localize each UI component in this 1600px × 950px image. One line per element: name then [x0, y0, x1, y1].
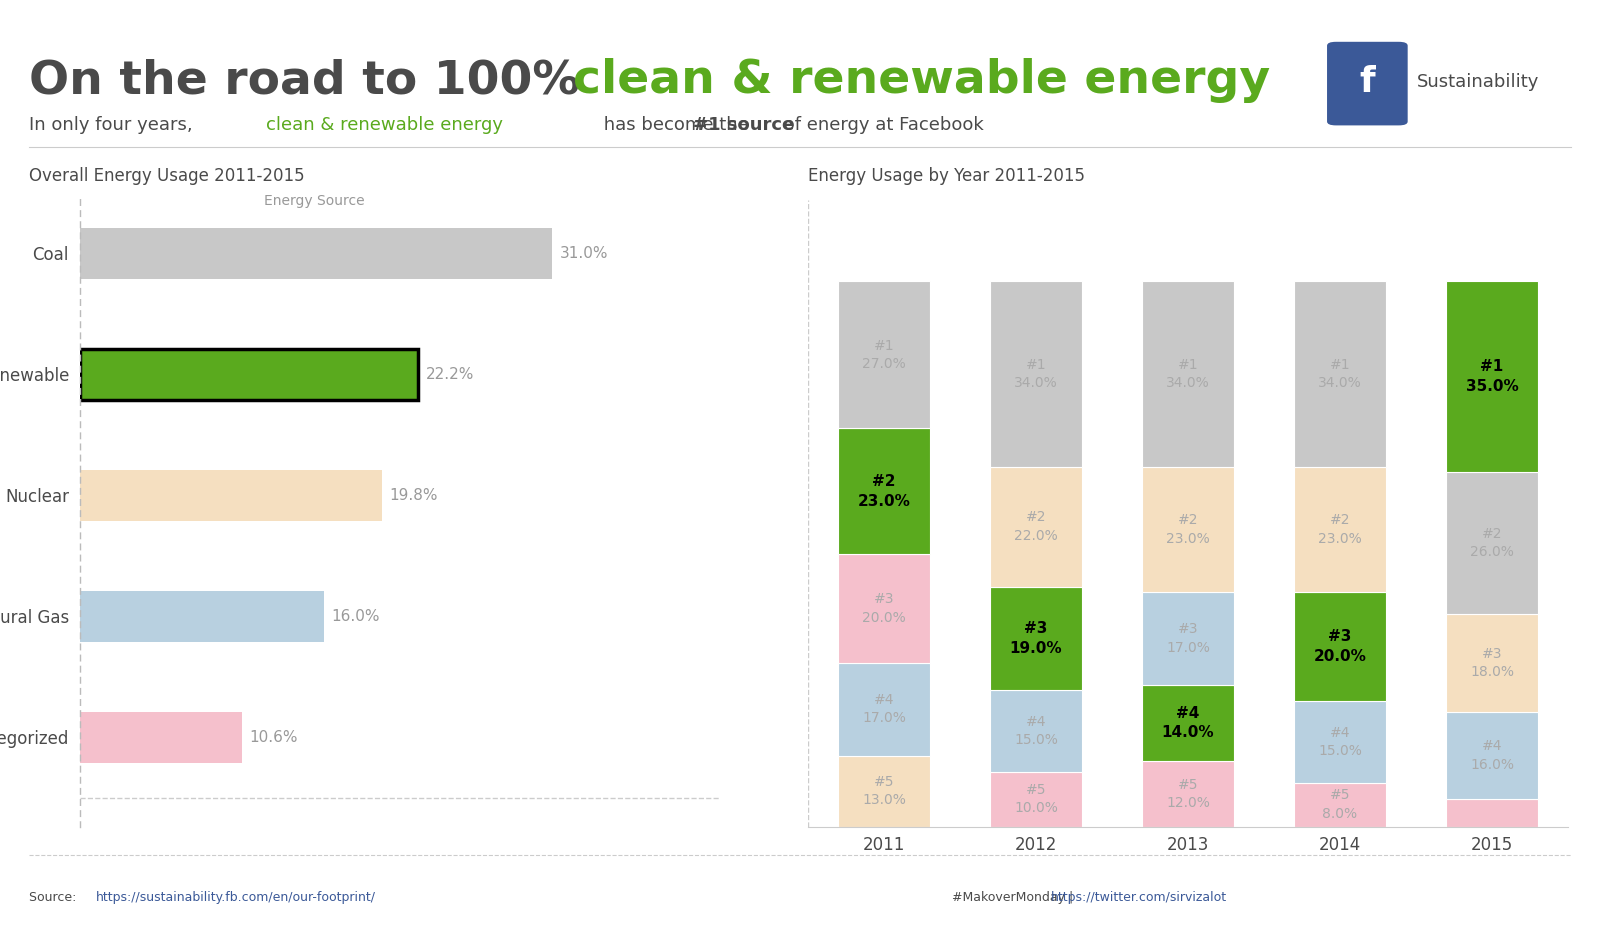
Text: #2
26.0%: #2 26.0% — [1470, 527, 1514, 560]
Bar — [1446, 712, 1538, 799]
Bar — [1142, 761, 1234, 826]
Bar — [838, 663, 930, 755]
Bar — [1142, 685, 1234, 761]
Text: #1
34.0%: #1 34.0% — [1166, 358, 1210, 390]
Text: https://sustainability.fb.com/en/our-footprint/: https://sustainability.fb.com/en/our-foo… — [96, 891, 376, 904]
Bar — [1142, 466, 1234, 592]
Text: of energy at Facebook: of energy at Facebook — [778, 117, 984, 134]
Bar — [990, 691, 1082, 772]
Text: Energy Usage by Year 2011-2015: Energy Usage by Year 2011-2015 — [808, 167, 1085, 184]
Text: #1
35.0%: #1 35.0% — [1466, 359, 1518, 394]
Text: #2
23.0%: #2 23.0% — [1166, 513, 1210, 545]
Bar — [1446, 614, 1538, 712]
Text: #2
23.0%: #2 23.0% — [858, 474, 910, 508]
Text: clean & renewable energy: clean & renewable energy — [266, 117, 502, 134]
Text: #1
34.0%: #1 34.0% — [1014, 358, 1058, 390]
Bar — [1446, 799, 1538, 826]
Text: https://twitter.com/sirvizalot: https://twitter.com/sirvizalot — [1051, 891, 1227, 904]
Text: #5
12.0%: #5 12.0% — [1166, 778, 1210, 810]
Text: On the road to 100%: On the road to 100% — [29, 58, 597, 104]
Text: #3
20.0%: #3 20.0% — [1314, 629, 1366, 664]
Bar — [1294, 466, 1386, 592]
Text: 16.0%: 16.0% — [331, 609, 379, 624]
Bar — [1142, 281, 1234, 466]
Bar — [838, 281, 930, 428]
Text: f: f — [1360, 65, 1376, 99]
Text: #4
15.0%: #4 15.0% — [1014, 715, 1058, 748]
Bar — [1294, 783, 1386, 826]
Text: 31.0%: 31.0% — [560, 246, 608, 261]
Text: Energy Source: Energy Source — [264, 195, 365, 208]
Bar — [80, 591, 323, 642]
Text: #3
18.0%: #3 18.0% — [1470, 647, 1514, 679]
Text: Overall Energy Usage 2011-2015: Overall Energy Usage 2011-2015 — [29, 167, 304, 184]
Text: #4
14.0%: #4 14.0% — [1162, 706, 1214, 740]
Text: Source:: Source: — [29, 891, 80, 904]
Bar — [838, 554, 930, 663]
Bar — [1446, 281, 1538, 472]
Bar — [1294, 281, 1386, 466]
Bar — [1294, 592, 1386, 701]
Text: #1
27.0%: #1 27.0% — [862, 339, 906, 371]
Bar — [838, 755, 930, 826]
Text: #4
17.0%: #4 17.0% — [862, 694, 906, 726]
Bar — [1142, 592, 1234, 685]
Text: Sustainability: Sustainability — [1416, 73, 1539, 90]
Text: #1 source: #1 source — [693, 117, 794, 134]
Bar — [80, 712, 242, 763]
Text: #3
17.0%: #3 17.0% — [1166, 622, 1210, 655]
Bar — [80, 228, 552, 279]
Text: #3
19.0%: #3 19.0% — [1010, 621, 1062, 656]
Text: 22.2%: 22.2% — [426, 367, 474, 382]
Text: #4
16.0%: #4 16.0% — [1470, 739, 1514, 771]
Bar — [990, 281, 1082, 466]
Bar — [990, 772, 1082, 826]
Text: In only four years,: In only four years, — [29, 117, 198, 134]
Bar — [990, 586, 1082, 691]
Bar — [80, 349, 418, 400]
Text: #2
22.0%: #2 22.0% — [1014, 510, 1058, 542]
Text: #MakoverMonday |: #MakoverMonday | — [952, 891, 1077, 904]
Text: #5
13.0%: #5 13.0% — [862, 775, 906, 808]
Bar — [838, 428, 930, 554]
Text: #5
8.0%: #5 8.0% — [1323, 788, 1357, 821]
Bar — [1294, 701, 1386, 783]
Text: #1
34.0%: #1 34.0% — [1318, 358, 1362, 390]
Text: 19.8%: 19.8% — [389, 488, 438, 503]
Bar — [1446, 472, 1538, 614]
Bar — [80, 470, 382, 521]
Text: 10.6%: 10.6% — [250, 730, 298, 745]
FancyBboxPatch shape — [1326, 42, 1408, 125]
Text: has become the: has become the — [598, 117, 755, 134]
Text: clean & renewable energy: clean & renewable energy — [573, 58, 1270, 104]
Text: #5
10.0%: #5 10.0% — [1014, 783, 1058, 815]
Text: #3
20.0%: #3 20.0% — [862, 592, 906, 624]
Bar — [990, 466, 1082, 586]
Text: #4
15.0%: #4 15.0% — [1318, 726, 1362, 758]
Text: #2
23.0%: #2 23.0% — [1318, 513, 1362, 545]
